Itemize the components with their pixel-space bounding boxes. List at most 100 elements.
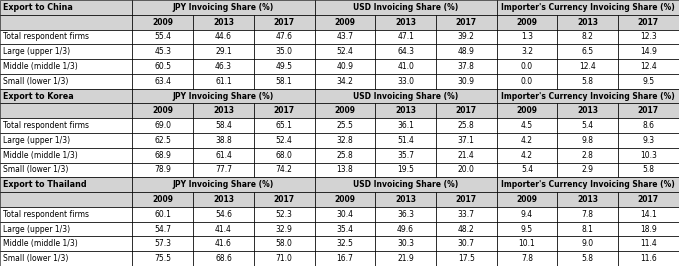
Text: 41.6: 41.6 xyxy=(215,239,232,248)
Bar xyxy=(193,103,254,118)
Bar xyxy=(254,74,314,89)
Bar xyxy=(254,207,314,222)
Text: 5.8: 5.8 xyxy=(582,254,593,263)
Bar xyxy=(193,148,254,163)
Bar xyxy=(193,163,254,177)
Text: 35.7: 35.7 xyxy=(397,151,414,160)
Text: 78.9: 78.9 xyxy=(154,165,171,174)
Bar xyxy=(314,177,496,192)
Text: 2017: 2017 xyxy=(638,18,659,27)
Bar xyxy=(375,44,436,59)
Bar xyxy=(375,207,436,222)
Bar xyxy=(0,118,132,133)
Bar xyxy=(557,236,618,251)
Bar xyxy=(193,44,254,59)
Bar xyxy=(618,103,679,118)
Bar xyxy=(618,133,679,148)
Bar xyxy=(436,148,496,163)
Bar xyxy=(193,59,254,74)
Bar xyxy=(436,30,496,44)
Bar xyxy=(193,236,254,251)
Text: 52.4: 52.4 xyxy=(276,136,293,145)
Text: 9.8: 9.8 xyxy=(582,136,593,145)
Bar xyxy=(254,251,314,266)
Bar xyxy=(496,59,557,74)
Text: 5.8: 5.8 xyxy=(582,77,593,86)
Bar xyxy=(375,15,436,30)
Bar xyxy=(375,118,436,133)
Bar xyxy=(436,15,496,30)
Bar xyxy=(618,44,679,59)
Text: 32.9: 32.9 xyxy=(276,225,293,234)
Text: 44.6: 44.6 xyxy=(215,32,232,41)
Bar xyxy=(314,44,375,59)
Bar xyxy=(557,15,618,30)
Bar xyxy=(132,192,193,207)
Bar xyxy=(193,192,254,207)
Bar xyxy=(254,30,314,44)
Bar xyxy=(557,222,618,236)
Bar xyxy=(496,30,557,44)
Bar xyxy=(496,251,557,266)
Bar xyxy=(496,0,679,15)
Bar xyxy=(0,222,132,236)
Bar xyxy=(0,207,132,222)
Bar xyxy=(0,59,132,74)
Bar xyxy=(0,74,132,89)
Bar xyxy=(496,0,679,15)
Bar xyxy=(254,44,314,59)
Bar xyxy=(314,163,375,177)
Bar xyxy=(314,15,375,30)
Text: 52.3: 52.3 xyxy=(276,210,293,219)
Bar xyxy=(557,59,618,74)
Bar xyxy=(254,222,314,236)
Bar xyxy=(132,222,193,236)
Bar xyxy=(193,251,254,266)
Bar xyxy=(254,251,314,266)
Bar xyxy=(314,74,375,89)
Bar xyxy=(254,103,314,118)
Bar xyxy=(436,207,496,222)
Bar xyxy=(314,177,496,192)
Text: Small (lower 1/3): Small (lower 1/3) xyxy=(3,165,68,174)
Text: 36.1: 36.1 xyxy=(397,121,414,130)
Bar xyxy=(557,15,618,30)
Text: 11.4: 11.4 xyxy=(640,239,657,248)
Text: 2013: 2013 xyxy=(577,195,598,204)
Bar xyxy=(193,251,254,266)
Bar xyxy=(132,30,193,44)
Text: 46.3: 46.3 xyxy=(215,62,232,71)
Bar xyxy=(496,222,557,236)
Bar xyxy=(618,236,679,251)
Bar xyxy=(618,148,679,163)
Text: 1.3: 1.3 xyxy=(521,32,533,41)
Text: 75.5: 75.5 xyxy=(154,254,171,263)
Bar xyxy=(314,207,375,222)
Bar xyxy=(254,30,314,44)
Bar xyxy=(618,15,679,30)
Text: 2013: 2013 xyxy=(213,195,234,204)
Bar xyxy=(618,163,679,177)
Bar xyxy=(132,133,193,148)
Text: 63.4: 63.4 xyxy=(154,77,171,86)
Bar xyxy=(618,74,679,89)
Bar xyxy=(193,118,254,133)
Bar xyxy=(0,163,132,177)
Bar xyxy=(0,44,132,59)
Text: 2009: 2009 xyxy=(517,195,538,204)
Bar xyxy=(193,59,254,74)
Bar xyxy=(0,192,132,207)
Bar xyxy=(436,59,496,74)
Bar xyxy=(254,192,314,207)
Bar xyxy=(0,148,132,163)
Bar xyxy=(436,133,496,148)
Bar xyxy=(375,74,436,89)
Text: JPY Invoicing Share (%): JPY Invoicing Share (%) xyxy=(173,92,274,101)
Bar xyxy=(0,0,132,15)
Bar xyxy=(375,44,436,59)
Bar xyxy=(314,59,375,74)
Bar xyxy=(314,236,375,251)
Bar xyxy=(132,89,314,103)
Text: 2013: 2013 xyxy=(395,106,416,115)
Text: 48.2: 48.2 xyxy=(458,225,475,234)
